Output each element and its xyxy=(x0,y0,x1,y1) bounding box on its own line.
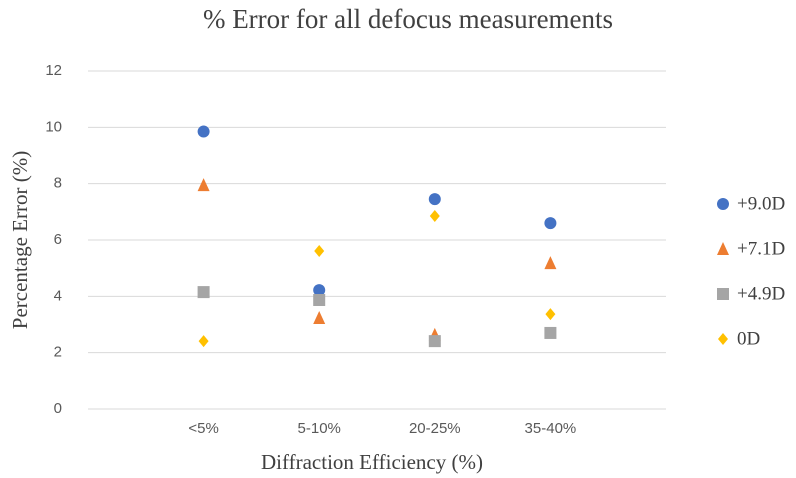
legend-marker xyxy=(717,288,729,300)
legend-marker xyxy=(717,242,729,255)
data-point xyxy=(197,286,210,299)
legend-label: +4.9D xyxy=(737,283,785,304)
data-point xyxy=(313,311,326,325)
data-point xyxy=(544,217,557,230)
y-tick-label: 4 xyxy=(54,287,62,304)
x-tick-label: 5-10% xyxy=(298,420,341,437)
data-point xyxy=(429,210,440,223)
data-point xyxy=(544,256,557,270)
data-point xyxy=(428,193,441,206)
legend-marker xyxy=(718,333,728,345)
legend-label: +7.1D xyxy=(737,238,785,259)
data-point xyxy=(545,308,556,321)
chart-title: % Error for all defocus measurements xyxy=(203,4,613,34)
y-tick-label: 2 xyxy=(54,344,62,361)
data-point xyxy=(313,284,326,297)
legend-label: +9.0D xyxy=(737,193,785,214)
y-tick-label: 10 xyxy=(45,118,62,135)
data-point xyxy=(198,335,209,348)
data-point xyxy=(313,293,326,306)
data-point xyxy=(314,244,325,257)
legend-label: 0D xyxy=(737,328,760,349)
x-tick-label: 35-40% xyxy=(525,420,577,437)
y-tick-label: 8 xyxy=(54,175,62,192)
y-axis-label: Percentage Error (%) xyxy=(8,151,32,329)
y-tick-label: 12 xyxy=(45,62,62,79)
data-point xyxy=(428,335,441,348)
x-tick-label: <5% xyxy=(188,420,218,437)
legend-marker xyxy=(717,198,729,210)
y-tick-label: 6 xyxy=(54,231,62,248)
x-tick-label: 20-25% xyxy=(409,420,461,437)
data-point xyxy=(544,326,557,339)
x-axis-label: Diffraction Efficiency (%) xyxy=(261,450,483,474)
data-point xyxy=(197,178,210,192)
y-tick-label: 0 xyxy=(54,400,62,417)
data-point xyxy=(197,125,210,138)
